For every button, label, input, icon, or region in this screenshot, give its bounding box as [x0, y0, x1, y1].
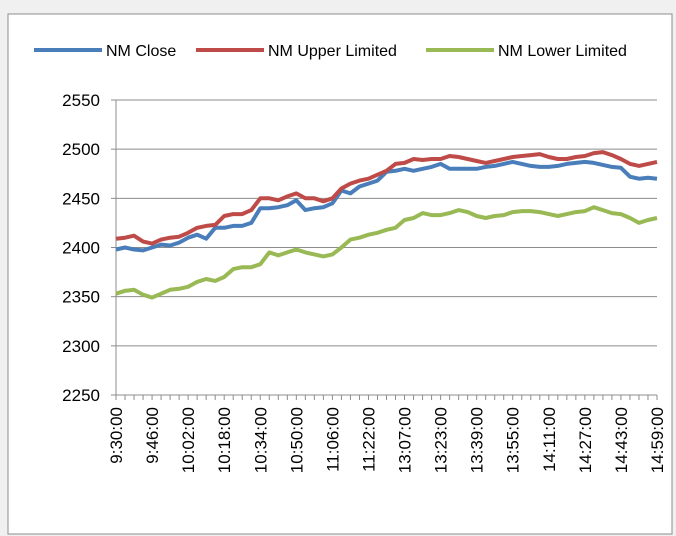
series-line: [115, 150, 658, 246]
x-tick-label: 9:30:00: [107, 407, 126, 464]
y-tick-label: 2500: [62, 140, 100, 159]
x-tick-label: 14:59:00: [648, 407, 667, 473]
x-tick-label: 13:07:00: [396, 407, 415, 473]
x-tick-label: 14:11:00: [540, 407, 559, 472]
y-tick-label: 2300: [62, 337, 100, 356]
y-tick-label: 2250: [62, 386, 100, 405]
x-tick-label: 10:34:00: [251, 407, 270, 473]
x-tick-label: 13:23:00: [432, 407, 451, 473]
x-tick-label: 13:55:00: [504, 407, 523, 473]
x-tick-label: 13:39:00: [468, 407, 487, 473]
legend-label: NM Upper Limited: [268, 43, 397, 60]
x-tick-label: 10:18:00: [215, 407, 234, 473]
x-tick-label: 10:50:00: [287, 407, 306, 473]
x-tick-label: 14:43:00: [612, 407, 631, 473]
x-tick-label: 14:27:00: [576, 407, 595, 473]
x-tick-label: 10:02:00: [179, 407, 198, 473]
legend-label: NM Lower Limited: [498, 43, 627, 60]
y-tick-label: 2350: [62, 288, 100, 307]
x-tick-label: 9:46:00: [143, 407, 162, 464]
y-tick-label: 2450: [62, 189, 100, 208]
series-line: [115, 205, 658, 300]
x-tick-label: 11:22:00: [359, 407, 378, 472]
legend-label: NM Close: [106, 43, 176, 60]
x-tick-label: 11:06:00: [323, 407, 342, 472]
chart-area: [7, 13, 673, 535]
y-tick-label: 2400: [62, 239, 100, 258]
y-tick-label: 2550: [62, 91, 100, 110]
